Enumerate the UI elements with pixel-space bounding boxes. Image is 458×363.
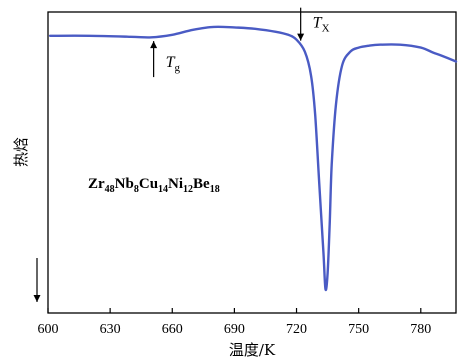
formula-subscript: 8	[134, 184, 139, 195]
formula-element: Be	[193, 176, 210, 192]
formula-element: Zr	[88, 176, 105, 192]
x-tick-label: 750	[348, 322, 369, 337]
annotation-arrow-head	[150, 41, 158, 49]
x-tick-label: 780	[410, 322, 431, 337]
annotation-label: Tg	[166, 54, 181, 74]
y-axis-title: 热焓	[12, 137, 30, 167]
x-tick-label: 600	[38, 322, 59, 337]
series-line	[48, 25, 458, 292]
formula-element: Cu	[139, 176, 158, 192]
formula-element: Ni	[168, 176, 183, 192]
y-direction-head	[33, 295, 41, 302]
formula-element: Nb	[115, 176, 134, 192]
annotation-g: Tg	[150, 41, 181, 78]
formula-subscript: 48	[105, 184, 115, 195]
x-tick-label: 660	[162, 322, 183, 337]
alloy-formula: Zr48Nb8Cu14Ni12Be18	[88, 176, 220, 195]
annotation-subscript: X	[322, 23, 330, 35]
annotations: Tg TX	[150, 7, 330, 78]
x-tick-label: 720	[286, 322, 307, 337]
x-tick-label: 630	[100, 322, 121, 337]
x-tick-labels: 600 630 660 690 720 750 780	[38, 322, 432, 337]
formula-subscript: 14	[158, 184, 168, 195]
annotation-arrow-head	[297, 33, 305, 41]
formula-subscript: 12	[183, 184, 193, 195]
y-direction-arrow	[33, 258, 41, 302]
annotation-label: TX	[313, 15, 330, 35]
formula-subscript: 18	[210, 184, 220, 195]
x-axis-title: 温度/K	[229, 341, 276, 359]
x-tick-label: 690	[224, 322, 245, 337]
annotation-subscript: g	[175, 62, 181, 74]
plot-frame	[47, 11, 457, 314]
x-ticks	[47, 308, 422, 313]
